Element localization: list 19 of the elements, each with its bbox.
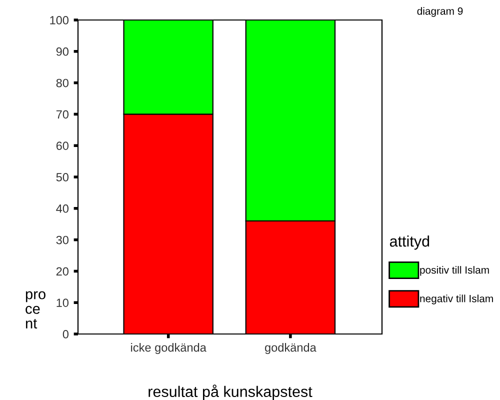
legend-label: negativ till Islam	[420, 294, 493, 304]
y-tick-label: 70	[56, 110, 69, 119]
legend-label: positiv till Islam	[420, 266, 489, 276]
text: diagram 9	[417, 7, 463, 17]
y-tick-label: 0	[62, 330, 69, 338]
x-axis-title: resultat på kunskapstest	[148, 384, 312, 400]
y-axis-title: pro ce nt	[26, 291, 46, 329]
y-tick-label: 20	[56, 267, 69, 276]
y-tick-label: 100	[50, 16, 69, 24]
y-tick-label: 40	[56, 204, 69, 213]
y-tick-label: 10	[56, 298, 69, 307]
x-tick-label: godkända	[265, 343, 316, 354]
x-tick-label: icke godkända	[131, 343, 206, 354]
y-tick-label: 30	[56, 236, 69, 244]
legend-title: attityd	[390, 235, 430, 250]
y-tick-label: 50	[56, 173, 69, 182]
y-tick-label: 80	[56, 78, 69, 88]
y-tick-label: 90	[56, 47, 69, 56]
y-tick-label: 60	[56, 142, 69, 150]
